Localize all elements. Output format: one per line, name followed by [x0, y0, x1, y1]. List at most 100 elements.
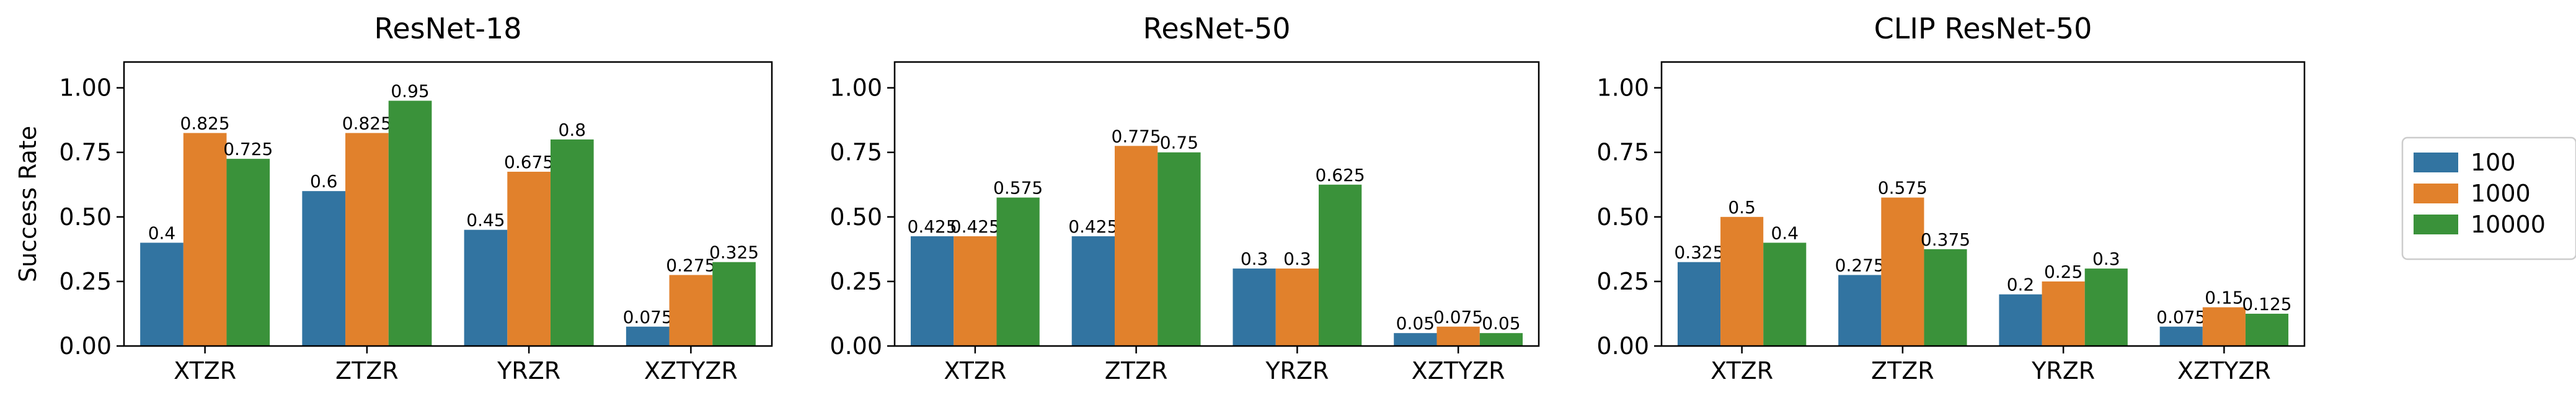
- legend-swatch-100: [2414, 153, 2458, 172]
- bar-1000-YRZR: [507, 171, 551, 346]
- bar-100-XZTYZR: [2159, 326, 2203, 346]
- legend-label: 100: [2471, 149, 2516, 176]
- bar-value-label: 0.4: [1771, 223, 1799, 243]
- y-tick-label: 1.00: [1596, 74, 1649, 102]
- bar-100-ZTZR: [1838, 275, 1882, 346]
- x-tick-label: YRZR: [1265, 357, 1329, 384]
- legend-swatch-10000: [2414, 215, 2458, 234]
- bar-10000-ZTZR: [1157, 152, 1201, 346]
- bar-100-YRZR: [1233, 268, 1276, 346]
- y-tick-label: 0.75: [1596, 139, 1649, 166]
- chart-panel-3: CLIP ResNet-50 0.00 0.25 0.50 0.75 1.00 0.325 0…: [1596, 12, 2306, 384]
- legend-label: 1000: [2471, 180, 2531, 207]
- x-tick-label: ZTZR: [335, 357, 399, 384]
- x-tick-label: XZTYZR: [2177, 357, 2271, 384]
- bar-value-label: 0.325: [1674, 242, 1724, 263]
- bar-100-ZTZR: [1071, 236, 1115, 346]
- bar-10000-XZTYZR: [2245, 313, 2289, 346]
- bar-value-label: 0.125: [2242, 294, 2291, 314]
- y-tick-label: 0.75: [830, 139, 882, 166]
- bar-100-XZTYZR: [1394, 333, 1437, 346]
- bar-value-label: 0.95: [391, 81, 429, 101]
- bar-value-label: 0.675: [504, 152, 554, 172]
- axes-frame: [1660, 61, 2306, 347]
- bar-1000-XZTYZR: [1436, 326, 1480, 346]
- chart-title: CLIP ResNet-50: [1874, 12, 2092, 45]
- bar-value-label: 0.375: [1921, 229, 1970, 250]
- bar-value-label: 0.275: [666, 255, 715, 276]
- bar-1000-ZTZR: [1114, 146, 1158, 346]
- x-tick-label: ZTZR: [1871, 357, 1934, 384]
- legend: 100 1000 10000: [2401, 136, 2576, 260]
- bar-1000-ZTZR: [345, 133, 389, 346]
- y-tick-label: 0.00: [830, 332, 882, 360]
- bar-100-ZTZR: [302, 191, 346, 346]
- bar-value-label: 0.05: [1396, 313, 1435, 334]
- bar-10000-YRZR: [2084, 268, 2128, 346]
- bar-value-label: 0.775: [1112, 126, 1161, 146]
- bar-value-label: 0.75: [1160, 133, 1198, 153]
- x-tick-label: XZTYZR: [644, 357, 738, 384]
- bar-10000-XZTYZR: [712, 262, 756, 346]
- bar-value-label: 0.825: [342, 113, 392, 134]
- bar-10000-XZTYZR: [1479, 333, 1523, 346]
- bar-value-label: 0.2: [2007, 275, 2035, 295]
- chart-panel-2: ResNet-500.000.250.500.751.000.4250.4250…: [830, 12, 1540, 384]
- legend-label: 10000: [2471, 211, 2546, 238]
- y-axis-label: Success Rate: [14, 126, 42, 282]
- axes-frame: [893, 61, 1540, 347]
- y-tick-label: 0.50: [830, 203, 882, 231]
- x-tick-label: XTZR: [174, 357, 236, 384]
- x-tick-label: XTZR: [944, 357, 1006, 384]
- y-tick-label: 0.50: [1596, 203, 1649, 231]
- y-tick-label: 0.00: [1596, 332, 1649, 360]
- x-tick-label: XZTYZR: [1412, 357, 1505, 384]
- y-tick-label: 0.75: [59, 139, 112, 166]
- bar-10000-XTZR: [996, 197, 1040, 346]
- y-tick-label: 0.25: [59, 268, 112, 295]
- bar-value-label: 0.075: [1433, 307, 1483, 327]
- bar-1000-XZTYZR: [669, 275, 713, 346]
- y-tick-label: 1.00: [830, 74, 882, 102]
- chart-title: ResNet-50: [1143, 12, 1290, 45]
- x-tick-label: XTZR: [1711, 357, 1773, 384]
- bar-value-label: 0.075: [2156, 307, 2206, 327]
- bar-100-YRZR: [1999, 294, 2042, 346]
- bar-100-XTZR: [140, 242, 184, 346]
- bar-value-label: 0.425: [950, 216, 1000, 237]
- bar-value-label: 0.575: [1878, 178, 1928, 198]
- y-tick-label: 1.00: [59, 74, 112, 102]
- bar-value-label: 0.325: [709, 242, 759, 263]
- bar-1000-XTZR: [1720, 216, 1764, 346]
- chart-panel-1: ResNet-18 Success Rate 0.00 0.25 0.50 0.75 1.0…: [14, 12, 773, 384]
- bar-100-YRZR: [464, 229, 508, 346]
- bar-value-label: 0.075: [623, 307, 673, 327]
- bar-value-label: 0.05: [1482, 313, 1520, 334]
- bar-1000-XTZR: [954, 236, 997, 346]
- axes-frame: [123, 61, 773, 347]
- legend-swatch-1000: [2414, 184, 2458, 203]
- x-tick-label: YRZR: [2031, 357, 2095, 384]
- bar-value-label: 0.25: [2044, 262, 2082, 282]
- bar-10000-XTZR: [1763, 242, 1807, 346]
- bar-value-label: 0.725: [223, 139, 273, 159]
- bar-value-label: 0.8: [559, 120, 586, 140]
- bar-value-label: 0.425: [1068, 216, 1118, 237]
- bar-value-label: 0.3: [2092, 249, 2120, 269]
- bar-100-XTZR: [910, 236, 954, 346]
- bar-1000-XZTYZR: [2202, 307, 2246, 346]
- bar-value-label: 0.625: [1316, 165, 1365, 185]
- bar-value-label: 0.275: [1835, 255, 1885, 276]
- bar-100-XTZR: [1677, 262, 1721, 346]
- bar-value-label: 0.6: [310, 171, 338, 192]
- bar-value-label: 0.45: [466, 210, 505, 231]
- bar-10000-ZTZR: [388, 100, 432, 347]
- bar-value-label: 0.3: [1283, 249, 1311, 269]
- bar-value-label: 0.425: [908, 216, 957, 237]
- y-tick-label: 0.50: [59, 203, 112, 231]
- bar-value-label: 0.575: [993, 178, 1043, 198]
- bar-10000-YRZR: [1319, 184, 1362, 346]
- bar-1000-YRZR: [2042, 281, 2085, 346]
- bar-10000-ZTZR: [1924, 249, 1967, 346]
